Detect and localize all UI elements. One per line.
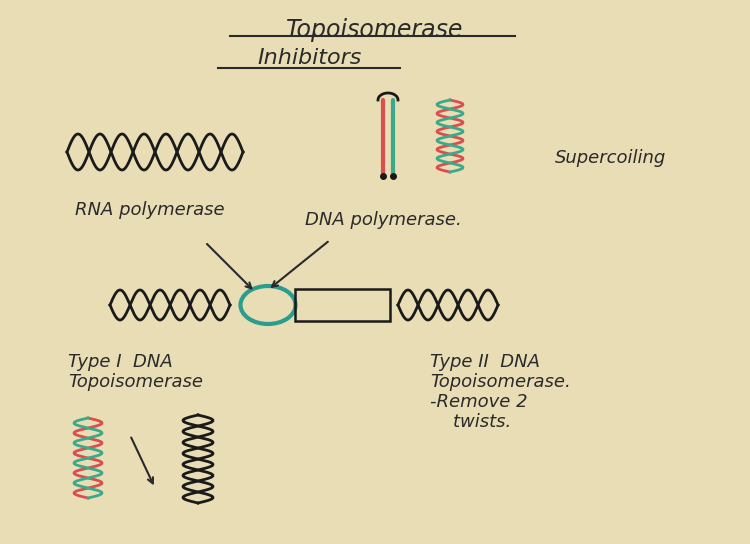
- Text: RNA polymerase: RNA polymerase: [75, 201, 225, 219]
- Text: Topoisomerase: Topoisomerase: [286, 18, 464, 42]
- Text: Supercoiling: Supercoiling: [555, 149, 666, 167]
- Text: -Remove 2: -Remove 2: [430, 393, 528, 411]
- Text: Type I  DNA: Type I DNA: [68, 353, 172, 371]
- Text: Topoisomerase: Topoisomerase: [68, 373, 203, 391]
- Text: DNA polymerase.: DNA polymerase.: [305, 211, 462, 229]
- Text: Type II  DNA: Type II DNA: [430, 353, 540, 371]
- Text: twists.: twists.: [430, 413, 512, 431]
- Text: Topoisomerase.: Topoisomerase.: [430, 373, 571, 391]
- Text: Inhibitors: Inhibitors: [258, 48, 362, 68]
- Bar: [295, 289, 390, 321]
